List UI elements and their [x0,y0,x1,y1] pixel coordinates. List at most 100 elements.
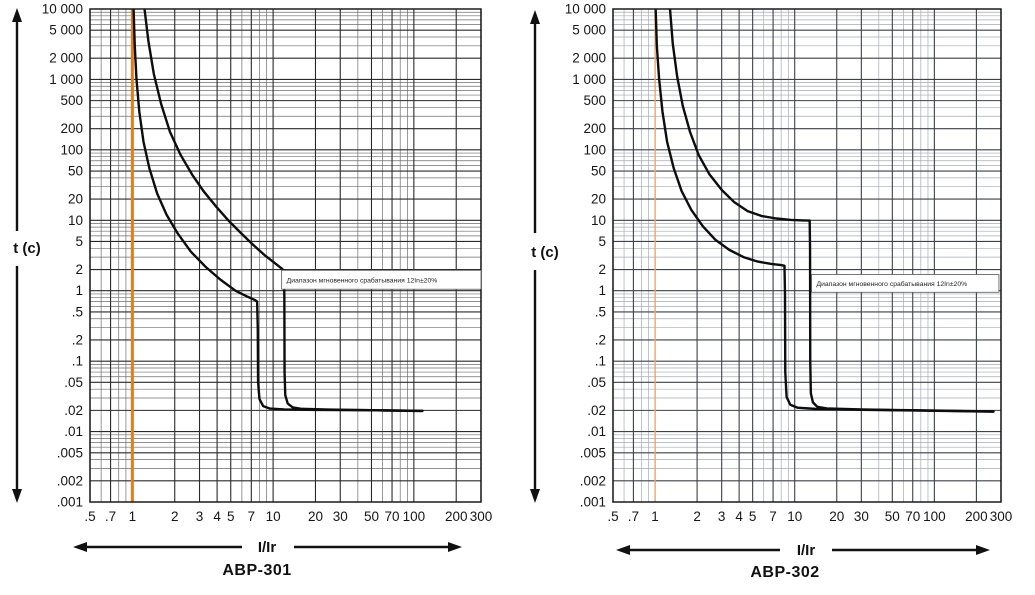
y-tick-label: 50 [591,164,606,179]
x-tick-label: 3 [196,509,204,524]
x-tick-label: 30 [854,509,869,524]
current-axis-arrowhead-left-icon [616,545,630,555]
chart-2: Диапазон мгновенного срабатывания 12In±2… [530,2,1013,555]
y-tick-label: 1 [598,283,606,298]
y-tick-label: .2 [595,332,606,347]
y-tick-label: 100 [60,142,83,157]
y-tick-label: 500 [60,93,83,108]
y-tick-label: .01 [587,424,606,439]
y-tick-label: 10 [591,213,606,228]
y-tick-label: .001 [580,495,606,510]
y-tick-label: 10 000 [565,2,606,17]
x-tick-label: .7 [105,509,116,524]
y-tick-label: 5 [598,234,606,249]
y-tick-label: 2 [598,262,606,277]
y-tick-label: 1 [75,283,83,298]
x-tick-label: 10 [787,509,802,524]
x-tick-label: 50 [885,509,900,524]
chart-1: Диапазон мгновенного срабатывания 12In±2… [12,2,493,552]
x-tick-label: 70 [905,509,920,524]
y-tick-label: 2 [75,262,83,277]
y-tick-label: 100 [583,142,606,157]
x-tick-label: 2 [171,509,179,524]
y-tick-label: .02 [64,403,83,418]
x-tick-label: 20 [829,509,844,524]
y-tick-label: 5 000 [49,23,83,38]
y-tick-label: 200 [60,121,83,136]
instantaneous-trip-annotation-text: Диапазон мгновенного срабатывания 12In±2… [817,280,968,288]
y-tick-label: .002 [57,473,83,488]
y-tick-label: .001 [57,495,83,510]
current-axis-arrowhead-right-icon [448,542,462,552]
y-tick-label: .5 [72,304,83,319]
y-tick-label: 10 [68,213,83,228]
instantaneous-trip-annotation-box [281,269,482,290]
trip-curve-upper-limit [668,9,995,413]
y-tick-label: 50 [68,164,83,179]
t-axis-arrowhead-down-icon [12,489,22,503]
y-tick-label: .02 [587,403,606,418]
x-tick-label: 300 [470,509,493,524]
x-tick-label: 5 [749,509,757,524]
x-tick-label: 30 [333,509,348,524]
x-tick-label: 7 [248,509,256,524]
x-tick-label: 5 [227,509,235,524]
x-tick-label: 3 [718,509,726,524]
x-tick-label: 7 [769,509,777,524]
y-tick-label: .005 [580,445,606,460]
y-tick-label: .1 [595,354,606,369]
chart2-x-axis-label: I/Ir [796,542,816,559]
plot-border [612,8,1002,503]
current-axis-arrowhead-left-icon [73,542,87,552]
x-tick-label: 4 [213,509,221,524]
y-tick-label: 10 000 [42,2,83,17]
x-tick-label: 20 [308,509,323,524]
t-axis-arrowhead-up-icon [530,10,540,24]
x-tick-label: .5 [607,509,618,524]
current-axis-arrowhead-right-icon [976,545,990,555]
t-axis-arrowhead-down-icon [530,489,540,503]
instantaneous-trip-annotation-text: Диапазон мгновенного срабатывания 12In±2… [287,276,438,284]
y-tick-label: .1 [72,354,83,369]
chart1-x-axis-label: I/Ir [257,539,277,556]
y-tick-label: .002 [580,473,606,488]
y-tick-label: .5 [595,304,606,319]
y-tick-label: .005 [57,445,83,460]
y-tick-label: 20 [68,192,83,207]
plot-border [89,8,482,503]
x-tick-label: 50 [364,509,379,524]
x-tick-label: 100 [923,509,946,524]
instantaneous-trip-annotation-box [811,274,1000,293]
chart2-y-axis-label: t (c) [531,244,559,261]
trip-curve-upper-limit [143,9,424,413]
chart2-title: АВР-302 [750,564,820,581]
x-tick-label: 100 [403,509,426,524]
y-tick-label: 1 000 [572,72,606,87]
x-tick-label: 2 [693,509,701,524]
y-tick-label: 2 000 [572,51,606,66]
x-tick-label: 200 [445,509,468,524]
y-tick-label: 5 000 [572,23,606,38]
y-tick-label: 20 [591,192,606,207]
x-tick-label: 300 [990,509,1013,524]
y-tick-label: 200 [583,121,606,136]
x-tick-label: .5 [84,509,95,524]
x-tick-label: 4 [735,509,743,524]
x-tick-label: 1 [651,509,659,524]
x-tick-label: 1 [129,509,137,524]
chart1-title: АВР-301 [222,562,292,579]
t-axis-arrowhead-up-icon [12,8,22,22]
chart1-y-axis-label: t (c) [13,240,41,257]
y-tick-label: 2 000 [49,51,83,66]
y-tick-label: 500 [583,93,606,108]
y-tick-label: .2 [72,332,83,347]
x-tick-label: 70 [385,509,400,524]
x-tick-label: 200 [965,509,988,524]
y-tick-label: .05 [587,375,606,390]
y-tick-label: 5 [75,234,83,249]
trip-curve-lower-limit [654,9,995,413]
trip-curve-lower-limit [132,9,424,413]
y-tick-label: .01 [64,424,83,439]
